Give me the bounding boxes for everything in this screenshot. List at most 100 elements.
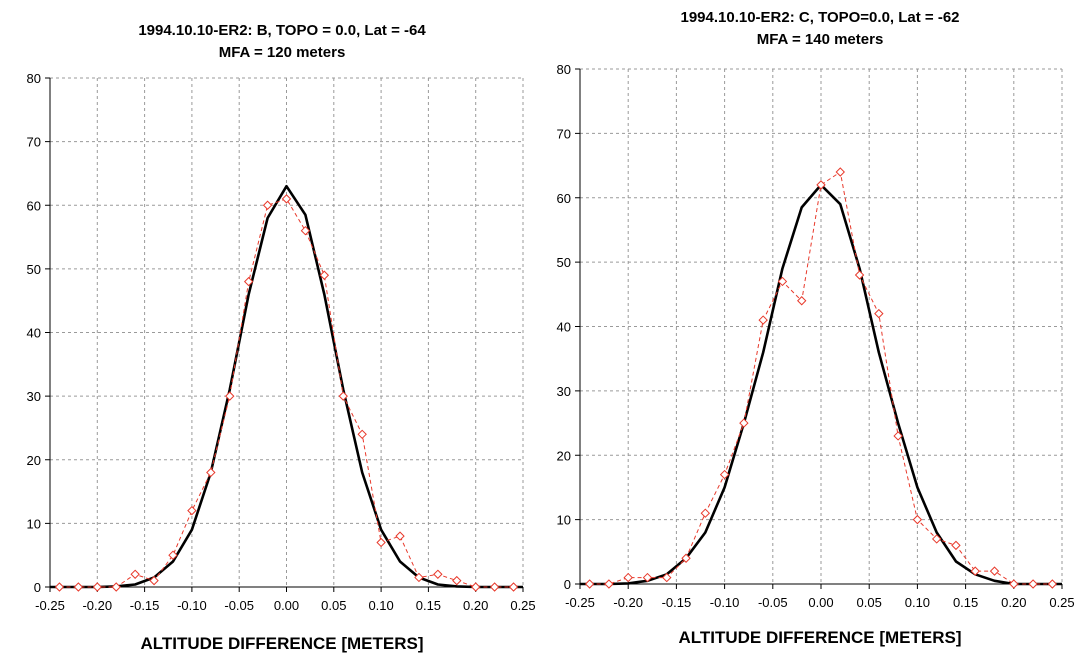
data-point-marker	[130, 569, 140, 579]
data-point-marker	[149, 575, 159, 586]
y-tick-label: 10	[557, 513, 571, 528]
x-tick-label: -0.10	[710, 595, 740, 610]
data-point-marker	[92, 582, 103, 592]
grid-lines	[50, 77, 524, 587]
x-axis-label: ALTITUDE DIFFERENCE [METERS]	[678, 628, 961, 647]
data-point-marker	[73, 582, 84, 592]
data-point-marker	[989, 566, 1000, 576]
data-point-marker	[681, 553, 691, 563]
x-tick-label: 0.20	[1001, 595, 1026, 610]
x-tick-label: 0.25	[1049, 595, 1074, 610]
data-point-marker	[623, 572, 633, 583]
data-point-marker	[912, 514, 923, 525]
axes	[575, 68, 1063, 589]
x-tick-label: 0.05	[321, 598, 346, 613]
y-tick-label: 60	[27, 198, 41, 213]
y-tick-label: 10	[27, 516, 41, 531]
x-tick-label: 0.25	[510, 598, 535, 613]
x-tick-label: 0.20	[463, 598, 488, 613]
data-point-marker	[243, 276, 254, 287]
data-point-marker	[835, 167, 845, 177]
x-tick-label: -0.05	[224, 598, 254, 613]
data-point-marker	[395, 531, 405, 541]
data-point-marker	[357, 429, 367, 440]
data-point-marker	[168, 550, 178, 560]
data-point-marker	[970, 566, 980, 576]
data-point-marker	[1047, 579, 1058, 589]
data-point-marker	[262, 200, 273, 210]
data-point-marker	[1028, 579, 1038, 589]
y-tick-label: 40	[557, 320, 571, 335]
tick-labels: -0.25 -0.20 -0.15 -0.10 -0.05 0.00 0.05 0.10 0.1…	[557, 62, 1075, 610]
y-tick-label: 60	[557, 191, 571, 206]
data-point-marker	[739, 418, 749, 428]
data-point-marker	[642, 572, 653, 583]
axes	[45, 77, 524, 592]
x-tick-label: -0.15	[662, 595, 692, 610]
x-tick-label: -0.20	[613, 595, 643, 610]
data-point-marker	[719, 469, 730, 480]
data-point-marker	[187, 505, 197, 516]
chart-c-svg: 1994.10.10-ER2: C, TOPO=0.0, Lat = -62 M…	[557, 9, 1075, 647]
x-tick-label: 0.10	[368, 598, 393, 613]
data-point-marker	[508, 582, 519, 592]
y-tick-label: 40	[27, 326, 41, 341]
data-point-marker	[854, 270, 865, 280]
x-tick-label: 0.00	[274, 598, 299, 613]
y-tick-label: 20	[557, 448, 571, 463]
y-tick-label: 80	[27, 71, 41, 86]
x-tick-label: 0.00	[808, 595, 833, 610]
x-tick-label: 0.10	[905, 595, 930, 610]
y-tick-label: 70	[557, 126, 571, 141]
chart-subtitle: MFA = 120 meters	[219, 44, 346, 61]
x-tick-label: 0.05	[857, 595, 882, 610]
data-point-marker	[300, 225, 311, 236]
data-point-marker	[662, 572, 672, 583]
y-tick-label: 30	[27, 389, 41, 404]
chart-title: 1994.10.10-ER2: B, TOPO = 0.0, Lat = -64	[138, 22, 426, 39]
data-point-marker	[433, 569, 443, 579]
x-axis-label: ALTITUDE DIFFERENCE [METERS]	[140, 634, 423, 653]
chart-b-svg: 1994.10.10-ER2: B, TOPO = 0.0, Lat = -64…	[27, 22, 536, 653]
data-point-marker	[281, 194, 292, 204]
data-point-marker	[797, 296, 807, 306]
data-point-marker	[777, 276, 788, 287]
x-tick-label: 0.15	[416, 598, 441, 613]
x-tick-label: 0.15	[953, 595, 978, 610]
data-point-marker	[319, 270, 330, 280]
x-tick-label: -0.15	[130, 598, 160, 613]
x-tick-label: -0.20	[82, 598, 112, 613]
data-point-marker	[584, 579, 595, 589]
x-tick-label: -0.25	[565, 595, 595, 610]
data-point-marker	[470, 582, 481, 592]
data-point-marker	[376, 537, 386, 548]
chart-subtitle: MFA = 140 meters	[757, 31, 884, 48]
data-point-marker	[338, 391, 348, 401]
data-series	[580, 167, 1062, 589]
data-point-marker	[225, 391, 235, 401]
data-point-marker	[604, 579, 614, 589]
data-point-marker	[951, 540, 961, 551]
data-point-marker	[893, 431, 903, 441]
y-tick-label: 50	[557, 255, 571, 270]
x-tick-label: -0.25	[35, 598, 65, 613]
y-tick-label: 0	[34, 580, 41, 595]
y-tick-label: 20	[27, 453, 41, 468]
data-point-marker	[54, 582, 65, 592]
data-point-marker	[1009, 579, 1019, 589]
x-tick-label: -0.10	[177, 598, 207, 613]
y-tick-label: 30	[557, 384, 571, 399]
grid-lines	[580, 68, 1063, 584]
data-point-marker	[452, 575, 462, 586]
data-point-marker	[489, 582, 500, 592]
data-point-marker	[414, 572, 424, 583]
chart-panel-c: 1994.10.10-ER2: C, TOPO=0.0, Lat = -62 M…	[537, 0, 1075, 655]
data-point-marker	[816, 180, 826, 190]
data-point-marker	[758, 315, 768, 325]
data-point-marker	[874, 308, 884, 319]
data-point-marker	[700, 508, 711, 518]
x-tick-label: -0.05	[758, 595, 788, 610]
y-tick-label: 70	[27, 135, 41, 150]
data-point-marker	[111, 582, 121, 592]
y-tick-label: 50	[27, 262, 41, 277]
